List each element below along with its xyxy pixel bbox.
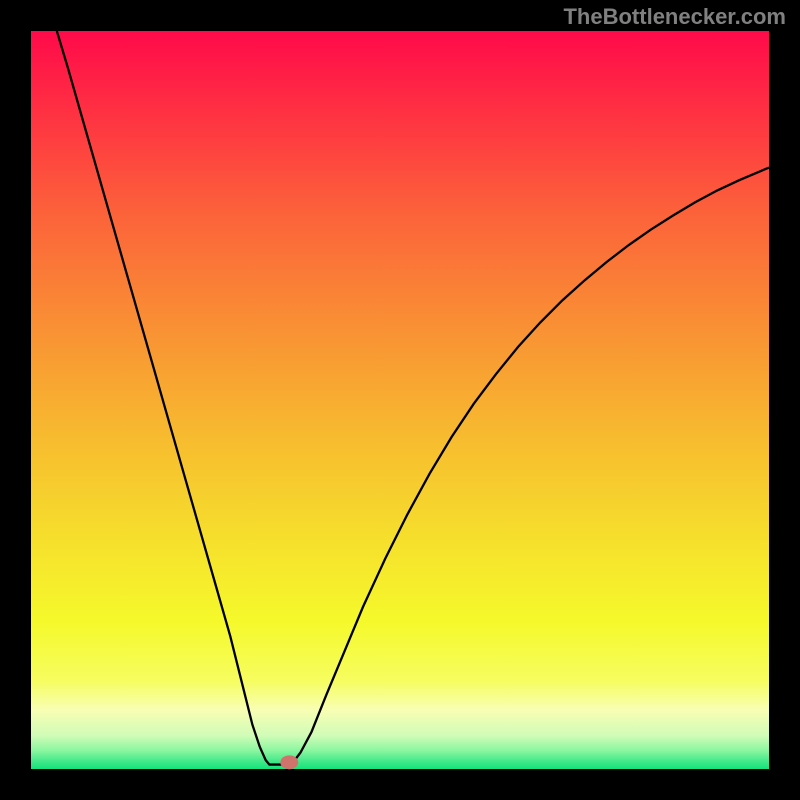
plot-background [31, 31, 769, 769]
bottleneck-chart [0, 0, 800, 800]
minimum-marker [280, 755, 298, 769]
chart-container: TheBottlenecker.com [0, 0, 800, 800]
watermark-text: TheBottlenecker.com [563, 4, 786, 30]
